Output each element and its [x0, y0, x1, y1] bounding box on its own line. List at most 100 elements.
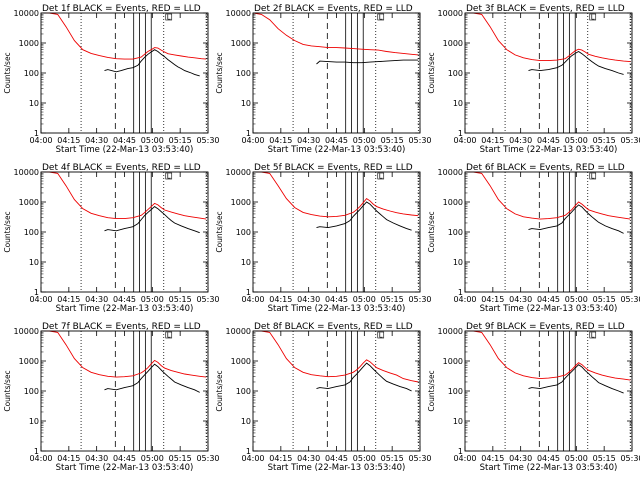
x-axis-label: Start Time (22-Mar-13 03:53:40) [480, 304, 618, 314]
x-tick-label: 04:15 [269, 454, 292, 463]
y-axis-label: Counts/sec [427, 370, 436, 411]
l-marker-label: L [167, 173, 171, 181]
y-tick-label: 100 [236, 387, 251, 396]
x-tick-label: 05:00 [141, 136, 164, 145]
y-tick-label: 10000 [14, 327, 39, 336]
y-tick-label: 1 [246, 129, 251, 138]
detector-panel-3: L 1 10 100 1000 10000 04:00 04:15 04:30 04:45 05:0… [427, 4, 640, 155]
events-series-line [316, 362, 412, 392]
x-tick-label: 04:45 [113, 454, 136, 463]
x-tick-label: 04:00 [241, 136, 264, 145]
events-series-line [104, 206, 200, 234]
x-tick-label: 04:45 [537, 454, 560, 463]
y-tick-label: 10 [29, 417, 39, 426]
x-tick-label: 04:45 [113, 136, 136, 145]
y-tick-label: 100 [24, 69, 39, 78]
panel-title: Det 2f BLACK = Events, RED = LLD [254, 4, 413, 14]
x-axis-label: Start Time (22-Mar-13 03:53:40) [56, 145, 194, 155]
l-marker-label: L [167, 332, 171, 340]
x-tick-label: 05:30 [620, 295, 640, 304]
x-tick-label: 04:00 [29, 295, 52, 304]
l-marker-label: L [379, 14, 383, 22]
y-tick-label: 100 [24, 387, 39, 396]
y-tick-label: 10000 [226, 327, 251, 336]
y-tick-label: 10 [241, 99, 251, 108]
l-marker-box [165, 331, 173, 339]
l-marker-label: L [379, 332, 383, 340]
x-tick-label: 05:15 [381, 295, 404, 304]
panel-title: Det 6f BLACK = Events, RED = LLD [466, 163, 625, 173]
events-series-line [104, 49, 200, 77]
panel-title: Det 8f BLACK = Events, RED = LLD [254, 322, 413, 332]
x-tick-label: 04:00 [453, 454, 476, 463]
x-tick-label: 04:00 [29, 136, 52, 145]
y-tick-label: 10 [453, 417, 463, 426]
x-tick-label: 04:30 [509, 136, 532, 145]
lld-series-line [41, 171, 207, 220]
y-tick-label: 1000 [443, 39, 463, 48]
y-tick-label: 100 [448, 228, 463, 237]
l-marker-box [589, 172, 597, 180]
y-axis-label: Counts/sec [215, 52, 224, 93]
x-axis-label: Start Time (22-Mar-13 03:53:40) [480, 145, 618, 155]
events-series-line [104, 363, 200, 393]
y-tick-label: 10 [453, 258, 463, 267]
x-axis-label: Start Time (22-Mar-13 03:53:40) [268, 463, 406, 473]
y-tick-label: 100 [448, 387, 463, 396]
x-tick-label: 04:30 [509, 295, 532, 304]
y-tick-label: 1000 [443, 198, 463, 207]
events-series-line [528, 364, 624, 394]
y-tick-label: 1000 [19, 357, 39, 366]
y-tick-label: 10000 [438, 327, 463, 336]
x-tick-label: 04:00 [29, 454, 52, 463]
detector-panel-4: L 1 10 100 1000 10000 04:00 04:15 04:30 04:45 05:0… [3, 163, 220, 314]
plot-frame [40, 171, 209, 293]
l-marker-box [377, 13, 385, 21]
events-series-line [316, 59, 419, 65]
y-axis-label: Counts/sec [3, 370, 12, 411]
detector-panel-7: L 1 10 100 1000 10000 04:00 04:15 04:30 04:45 05:0… [3, 322, 220, 473]
x-tick-label: 05:00 [565, 136, 588, 145]
x-tick-label: 04:15 [481, 295, 504, 304]
x-tick-label: 04:00 [453, 136, 476, 145]
y-tick-label: 10000 [226, 168, 251, 177]
plot-frame [464, 330, 633, 452]
x-tick-label: 05:30 [408, 136, 431, 145]
x-tick-label: 05:15 [169, 136, 192, 145]
x-axis-label: Start Time (22-Mar-13 03:53:40) [56, 304, 194, 314]
y-axis-label: Counts/sec [3, 211, 12, 252]
x-tick-label: 04:00 [241, 295, 264, 304]
lld-series-line [252, 12, 419, 56]
y-tick-label: 100 [236, 69, 251, 78]
lld-series-line [253, 171, 419, 218]
x-tick-label: 04:00 [453, 295, 476, 304]
x-tick-label: 05:15 [169, 454, 192, 463]
y-axis-label: Counts/sec [427, 211, 436, 252]
x-tick-label: 05:30 [620, 454, 640, 463]
x-tick-label: 04:30 [509, 454, 532, 463]
l-marker-label: L [591, 332, 595, 340]
y-tick-label: 1 [246, 447, 251, 456]
y-tick-label: 10 [29, 99, 39, 108]
x-tick-label: 04:15 [269, 295, 292, 304]
y-tick-label: 10000 [14, 9, 39, 18]
x-tick-label: 04:30 [297, 136, 320, 145]
y-tick-label: 10 [453, 99, 463, 108]
y-axis-label: Counts/sec [3, 52, 12, 93]
x-tick-label: 05:00 [141, 295, 164, 304]
y-tick-label: 1000 [231, 198, 251, 207]
x-tick-label: 05:00 [565, 454, 588, 463]
x-tick-label: 05:15 [169, 295, 192, 304]
plot-frame [464, 12, 633, 134]
x-tick-label: 05:30 [196, 454, 219, 463]
lld-series-line [41, 330, 207, 378]
x-tick-label: 05:30 [620, 136, 640, 145]
lld-series-line [253, 330, 419, 383]
y-tick-label: 100 [236, 228, 251, 237]
x-tick-label: 04:15 [269, 136, 292, 145]
x-tick-label: 04:15 [57, 454, 80, 463]
x-tick-label: 05:30 [408, 454, 431, 463]
events-series-line [528, 50, 624, 75]
x-tick-label: 04:00 [241, 454, 264, 463]
y-tick-label: 1 [458, 447, 463, 456]
